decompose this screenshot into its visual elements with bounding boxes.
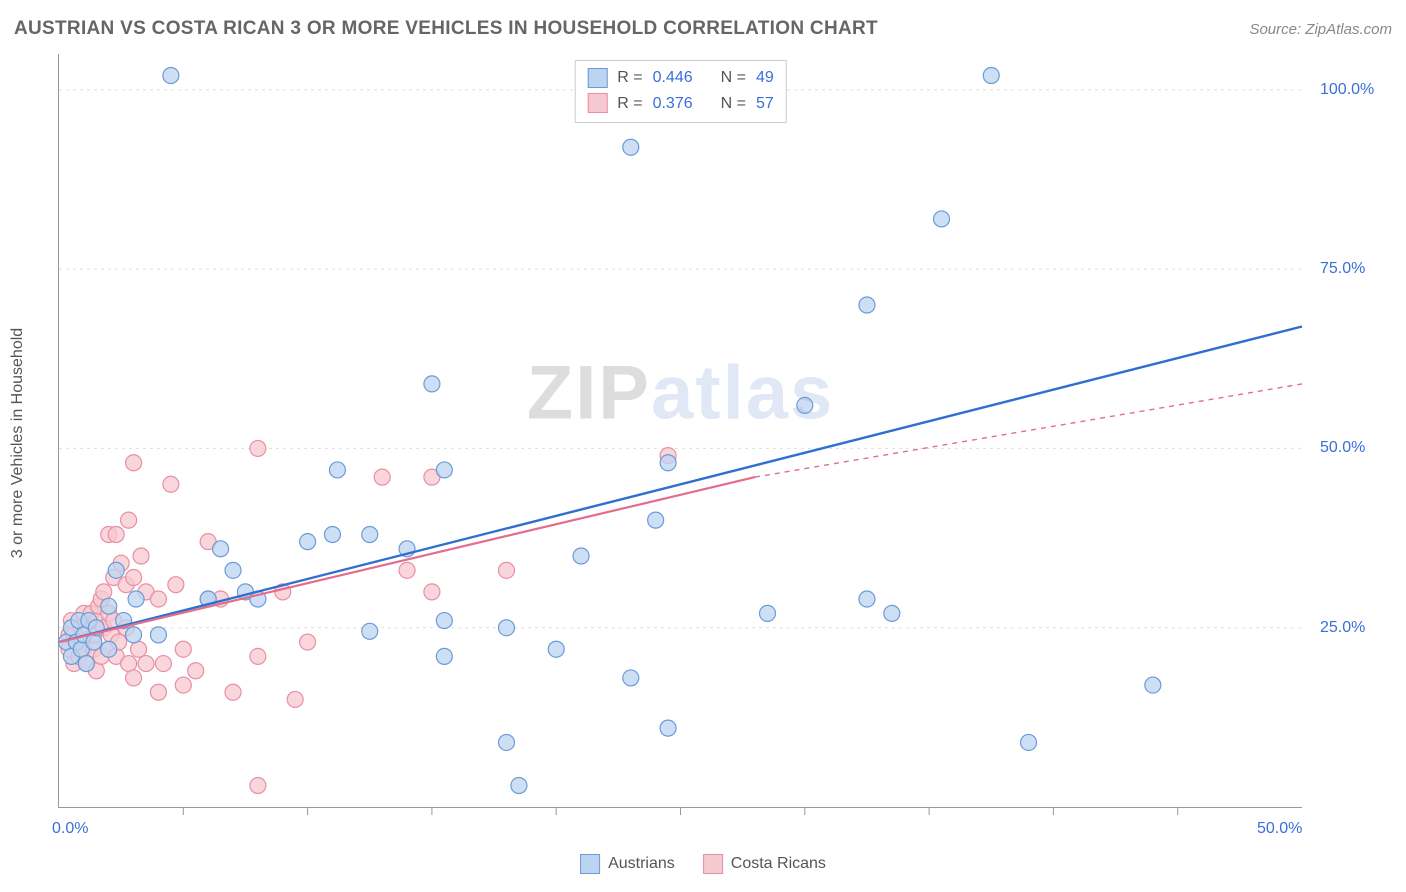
- chart-area: 3 or more Vehicles in Household ZIPatlas…: [48, 54, 1392, 832]
- r-value-costaricans: 0.376: [653, 91, 693, 117]
- y-tick-label: 75.0%: [1320, 260, 1365, 278]
- plot-area: ZIPatlas R = 0.446 N = 49 R = 0.376 N =: [58, 54, 1302, 808]
- y-tick-label: 25.0%: [1320, 619, 1365, 637]
- swatch-austrians-bottom: [580, 854, 600, 874]
- x-tick-label: 50.0%: [1257, 820, 1302, 838]
- legend-label-austrians: Austrians: [608, 855, 675, 873]
- header: AUSTRIAN VS COSTA RICAN 3 OR MORE VEHICL…: [14, 18, 1392, 40]
- legend-row-austrians: R = 0.446 N = 49: [587, 65, 774, 91]
- chart-container: AUSTRIAN VS COSTA RICAN 3 OR MORE VEHICL…: [0, 0, 1406, 892]
- legend-item-costaricans: Costa Ricans: [703, 854, 826, 874]
- scatter-plot-svg: [59, 54, 1302, 807]
- swatch-costaricans: [587, 93, 607, 113]
- n-value-costaricans: 57: [756, 91, 774, 117]
- y-tick-label: 50.0%: [1320, 439, 1365, 457]
- r-label: R =: [617, 65, 642, 91]
- y-tick-label: 100.0%: [1320, 81, 1374, 99]
- swatch-austrians: [587, 68, 607, 88]
- r-label-2: R =: [617, 91, 642, 117]
- legend-item-austrians: Austrians: [580, 854, 675, 874]
- n-value-austrians: 49: [756, 65, 774, 91]
- series-legend: Austrians Costa Ricans: [580, 854, 826, 874]
- y-axis-label: 3 or more Vehicles in Household: [9, 328, 27, 558]
- legend-label-costaricans: Costa Ricans: [731, 855, 826, 873]
- chart-title: AUSTRIAN VS COSTA RICAN 3 OR MORE VEHICL…: [14, 18, 878, 40]
- legend-row-costaricans: R = 0.376 N = 57: [587, 91, 774, 117]
- x-tick-label: 0.0%: [52, 820, 88, 838]
- swatch-costaricans-bottom: [703, 854, 723, 874]
- n-label-2: N =: [721, 91, 746, 117]
- n-label: N =: [721, 65, 746, 91]
- correlation-legend: R = 0.446 N = 49 R = 0.376 N = 57: [574, 60, 787, 123]
- r-value-austrians: 0.446: [653, 65, 693, 91]
- source-label: Source: ZipAtlas.com: [1249, 21, 1392, 38]
